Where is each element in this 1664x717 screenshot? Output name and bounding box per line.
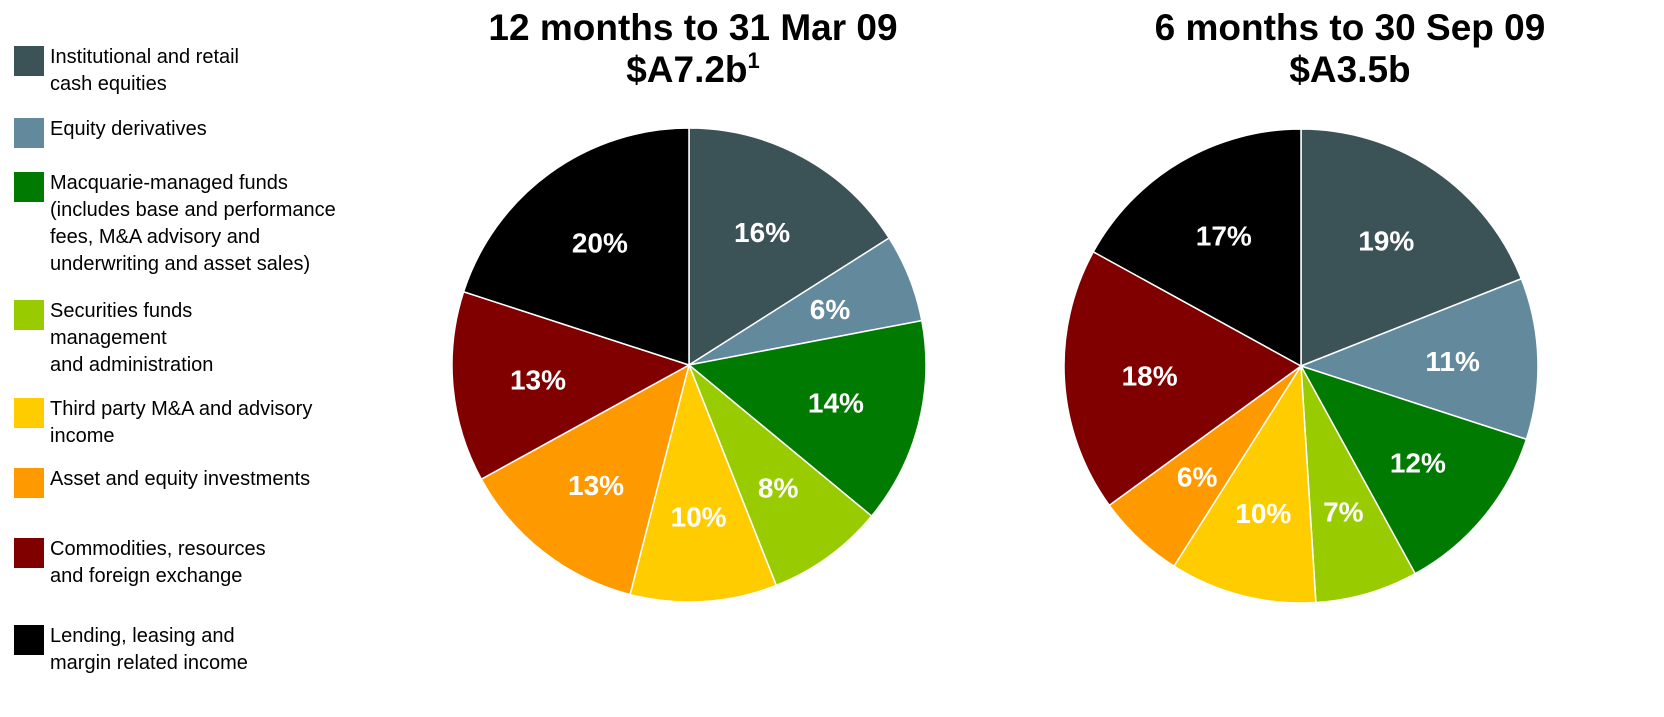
slice-label: 13% [568, 470, 624, 501]
slice-label: 7% [1323, 497, 1364, 528]
slice-label: 14% [808, 388, 864, 419]
slice-label: 8% [758, 473, 799, 504]
chart-title: 12 months to 31 Mar 09 [488, 7, 897, 48]
pie-slice [451, 290, 691, 481]
pie-slice [688, 127, 891, 367]
legend-label: Commodities, resources and foreign excha… [50, 538, 266, 587]
chart-subtitle: $A3.5b [1289, 49, 1410, 90]
pie-slice [1092, 128, 1302, 368]
slice-label: 19% [1358, 226, 1414, 257]
slice-label: 13% [510, 364, 566, 395]
pie-slice [1300, 128, 1523, 368]
subtitle-text: $A3.5b [1289, 49, 1410, 90]
legend-label: Equity derivatives [50, 118, 207, 140]
pie-slice [1299, 364, 1528, 575]
legend-swatch [14, 118, 44, 148]
pie-slice [462, 127, 690, 367]
pie-slice [688, 364, 873, 587]
slice-label: 12% [1390, 448, 1446, 479]
slice-label: 17% [1196, 220, 1252, 251]
slice-label: 11% [1425, 346, 1480, 377]
pie-slice [1300, 365, 1417, 604]
legend-label: Asset and equity investments [50, 468, 311, 490]
legend-label: Macquarie-managed funds (includes base a… [50, 172, 336, 275]
legend-swatch [14, 398, 44, 428]
slice-label: 6% [1177, 462, 1218, 493]
pie-slice [1172, 363, 1317, 604]
legend-label: Institutional and retail cash equities [50, 46, 240, 95]
pie-slice [1063, 250, 1303, 507]
chart-subtitle: $A7.2b1 [626, 48, 760, 90]
legend-swatch [14, 468, 44, 498]
legend-swatch [14, 538, 44, 568]
legend-label: Third party M&A and advisory income [50, 398, 313, 447]
slice-label: 16% [734, 217, 790, 248]
pie-slice [687, 319, 927, 518]
chart-title: 6 months to 30 Sep 09 [1155, 7, 1546, 48]
legend-swatch [14, 625, 44, 655]
slice-label: 6% [810, 294, 851, 325]
legend-swatch [14, 46, 44, 76]
pie-slice [629, 362, 778, 603]
legend-label: Lending, leasing and margin related inco… [50, 625, 248, 674]
footnote-mark: 1 [748, 48, 760, 73]
legend-label: Securities funds management and administ… [50, 300, 214, 376]
slice-label: 10% [1235, 498, 1291, 529]
slice-label: 10% [671, 501, 727, 532]
slice-label: 20% [572, 227, 628, 258]
subtitle-text: $A7.2b [626, 49, 747, 90]
slice-label: 18% [1122, 361, 1178, 392]
legend-swatch [14, 300, 44, 330]
pie-slice [1298, 277, 1539, 441]
legend-swatch [14, 172, 44, 202]
pie-slice [480, 363, 691, 596]
